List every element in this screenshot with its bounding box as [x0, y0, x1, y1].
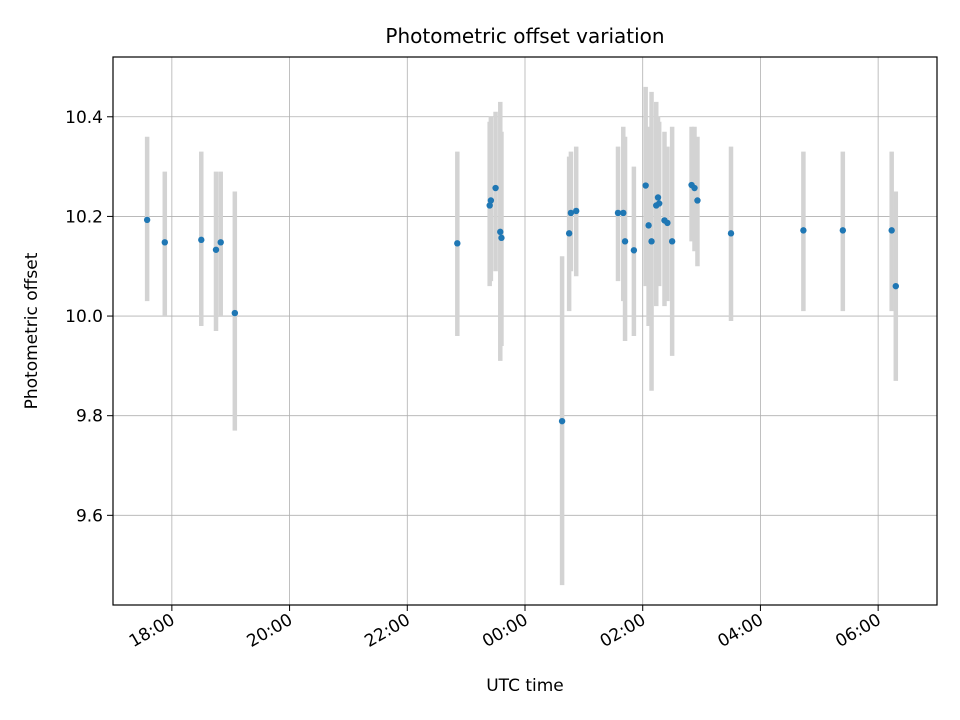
data-point	[642, 182, 649, 189]
data-point	[800, 227, 807, 234]
data-point	[621, 238, 629, 245]
data-point	[143, 216, 151, 224]
data-point	[892, 282, 899, 290]
x-axis-label: UTC time	[486, 676, 564, 696]
data-point	[486, 202, 493, 209]
x-tick-label: 20:00	[244, 610, 296, 652]
data-point	[655, 200, 663, 207]
data-point	[691, 184, 698, 192]
data-point	[198, 236, 205, 244]
data-point	[614, 209, 622, 217]
data-point	[498, 234, 505, 242]
data-point	[212, 246, 220, 253]
data-point	[565, 230, 573, 237]
data-point	[839, 227, 847, 234]
data-point	[492, 184, 499, 192]
error-bars	[144, 86, 899, 586]
data-point	[630, 247, 638, 254]
grid	[113, 57, 937, 605]
chart-title: Photometric offset variation	[385, 24, 664, 48]
data-point	[231, 309, 239, 317]
data-point	[727, 230, 735, 237]
y-axis-ticks: 9.6 9.8 10.0 10.2 10.4	[65, 108, 113, 526]
data-point	[454, 240, 461, 247]
data-point	[654, 194, 662, 201]
data-point	[648, 238, 655, 245]
data-point	[558, 417, 566, 425]
data-point	[620, 209, 627, 217]
x-tick-label: 02:00	[597, 610, 649, 652]
data-point	[573, 207, 580, 215]
data-point	[888, 227, 895, 234]
data-point	[161, 239, 168, 246]
data-point	[694, 197, 701, 204]
y-tick-label: 9.6	[76, 506, 103, 526]
y-axis-label: Photometric offset	[22, 252, 42, 409]
x-tick-label: 00:00	[479, 610, 531, 652]
x-tick-label: 04:00	[714, 610, 766, 652]
data-point	[497, 228, 504, 236]
x-axis-ticks: 18:00 20:00 22:00 00:00 02:00 04:00 06:00	[126, 605, 885, 652]
data-point	[217, 239, 224, 246]
x-tick-label: 06:00	[832, 610, 884, 652]
y-tick-label: 9.8	[76, 407, 103, 427]
data-point	[664, 219, 671, 227]
y-tick-label: 10.4	[65, 108, 103, 128]
y-tick-label: 10.0	[65, 307, 103, 327]
data-points	[143, 181, 899, 425]
data-point	[567, 209, 575, 217]
x-tick-label: 22:00	[361, 610, 413, 652]
data-point	[668, 238, 676, 245]
data-point	[487, 197, 495, 204]
y-tick-label: 10.2	[65, 207, 103, 227]
data-point	[645, 222, 652, 229]
x-tick-label: 18:00	[126, 610, 178, 652]
